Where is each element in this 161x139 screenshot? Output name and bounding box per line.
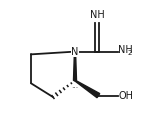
Text: ···: ··· [71, 84, 78, 93]
Text: N: N [71, 47, 79, 57]
Polygon shape [75, 80, 100, 98]
Text: OH: OH [118, 91, 133, 101]
Text: 2: 2 [128, 50, 132, 56]
Text: NH: NH [90, 10, 104, 20]
Text: NH: NH [118, 45, 133, 55]
Polygon shape [73, 52, 76, 80]
